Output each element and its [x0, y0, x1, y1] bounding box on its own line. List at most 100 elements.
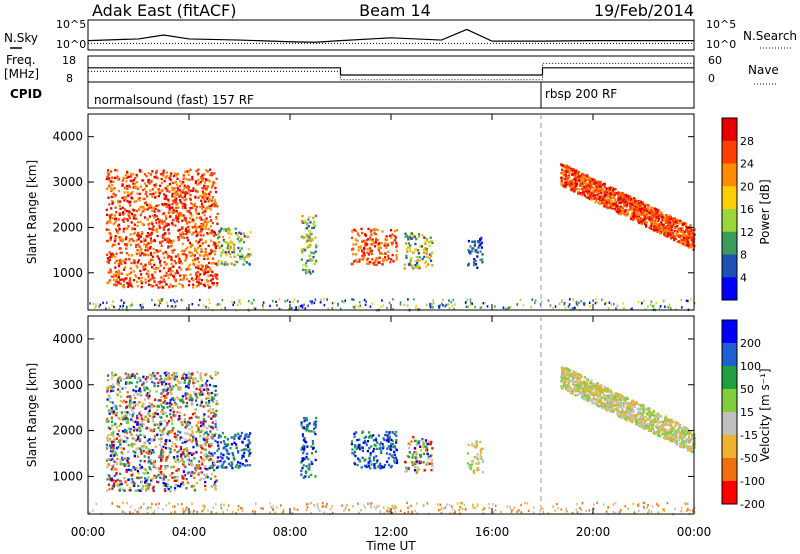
scatter-cell: [160, 381, 163, 384]
scatter-cell: [121, 285, 124, 288]
scatter-cell: [389, 447, 392, 450]
scatter-cell: [194, 222, 197, 226]
scatter-cell: [660, 221, 663, 224]
scatter-cell: [168, 208, 171, 211]
scatter-cell: [228, 252, 231, 256]
scatter-cell: [354, 238, 357, 241]
scatter-cell: [157, 474, 160, 477]
scatter-cell: [223, 250, 226, 253]
scatter-cell: [646, 213, 649, 216]
scatter-cell: [630, 212, 633, 215]
scatter-cell: [569, 169, 572, 172]
scatter-cell: [407, 236, 410, 239]
scatter-cell: [135, 217, 138, 221]
scatter-cell: [182, 448, 186, 451]
scatter-cell: [206, 437, 209, 441]
scatter-cell: [156, 255, 159, 258]
scatter-cell: [669, 237, 673, 240]
ground-cell: [248, 299, 250, 303]
scatter-cell: [127, 225, 130, 228]
scatter-cell: [126, 461, 130, 464]
scatter-cell: [156, 230, 159, 233]
scatter-cell: [371, 238, 374, 241]
ground-cell: [236, 303, 239, 307]
scatter-cell: [246, 443, 250, 447]
scatter-cell: [674, 223, 677, 226]
scatter-cell: [395, 245, 398, 249]
scatter-cell: [472, 261, 476, 264]
scatter-cell: [174, 216, 177, 220]
scatter-cell: [195, 443, 198, 446]
scatter-cell: [620, 207, 623, 210]
y-tick-label: 1000: [52, 266, 83, 280]
scatter-cell: [186, 210, 189, 213]
scatter-cell: [242, 232, 245, 235]
scatter-cell: [380, 441, 383, 444]
scatter-cell: [689, 245, 693, 249]
scatter-cell: [605, 203, 608, 206]
scatter-cell: [574, 185, 577, 188]
scatter-cell: [110, 255, 113, 259]
scatter-cell: [309, 238, 312, 241]
scatter-cell: [125, 406, 128, 409]
scatter-cell: [653, 225, 656, 228]
scatter-cell: [215, 479, 218, 482]
scatter-cell: [227, 244, 230, 247]
scatter-cell: [424, 240, 427, 244]
scatter-cell: [133, 223, 136, 226]
ground-cell: [344, 299, 347, 302]
scatter-cell: [407, 442, 410, 445]
scatter-cell: [198, 278, 201, 281]
ground-cell: [155, 303, 158, 307]
scatter-cell: [138, 401, 141, 404]
scatter-cell: [180, 249, 183, 253]
scatter-cell: [130, 238, 133, 241]
scatter-cell: [624, 208, 627, 212]
scatter-cell: [168, 210, 171, 213]
scatter-cell: [597, 184, 600, 187]
scatter-cell: [185, 440, 188, 443]
scatter-cell: [164, 274, 167, 277]
scatter-cell: [243, 464, 247, 467]
scatter-cell: [205, 436, 208, 439]
scatter-cell: [195, 430, 198, 434]
scatter-cell: [141, 211, 144, 214]
ground-cell: [353, 305, 356, 309]
scatter-cell: [183, 202, 186, 206]
scatter-cell: [144, 268, 147, 271]
scatter-cell: [683, 230, 686, 234]
scatter-cell: [151, 240, 154, 243]
scatter-cell: [120, 438, 123, 441]
scatter-cell: [112, 483, 116, 486]
scatter-cell: [169, 450, 172, 454]
scatter-cell: [183, 176, 186, 180]
scatter-cell: [163, 225, 166, 228]
scatter-cell: [178, 449, 181, 452]
scatter-cell: [216, 460, 219, 463]
scatter-cell: [156, 412, 159, 416]
scatter-cell: [200, 379, 203, 382]
scatter-cell: [169, 283, 172, 286]
scatter-cell: [427, 455, 430, 458]
scatter-cell: [690, 238, 693, 241]
scatter-cell: [388, 453, 391, 456]
scatter-cell: [112, 374, 116, 377]
scatter-cell: [163, 377, 167, 381]
scatter-cell: [149, 389, 152, 393]
scatter-cell: [238, 435, 241, 438]
ground-cell: [140, 307, 143, 311]
scatter-cell: [111, 487, 114, 490]
scatter-cell: [187, 452, 190, 455]
scatter-cell: [377, 249, 380, 252]
scatter-cell: [661, 215, 664, 219]
scatter-cell: [213, 469, 216, 472]
nsky-trace: [87, 28, 694, 43]
ground-cell: [431, 303, 433, 306]
ground-cell: [451, 304, 454, 308]
scatter-cell: [560, 171, 563, 175]
scatter-cell: [188, 280, 191, 283]
ground-cell: [561, 299, 563, 302]
scatter-cell: [142, 268, 145, 271]
scatter-cell: [208, 404, 211, 408]
scatter-cell: [200, 471, 203, 474]
